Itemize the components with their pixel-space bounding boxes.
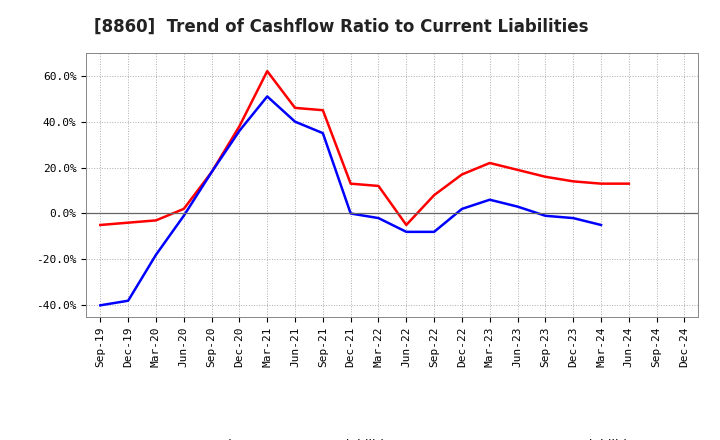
Free CF to Current Liabilities <box>291 119 300 125</box>
Operating CF to Current Liabilities <box>124 220 132 225</box>
Operating CF to Current Liabilities <box>179 206 188 212</box>
Free CF to Current Liabilities <box>207 169 216 175</box>
Operating CF to Current Liabilities <box>541 174 550 180</box>
Free CF to Current Liabilities <box>235 128 243 133</box>
Legend: Operating CF to Current Liabilities, Free CF to Current Liabilities: Operating CF to Current Liabilities, Fre… <box>138 434 647 440</box>
Operating CF to Current Liabilities <box>291 105 300 110</box>
Free CF to Current Liabilities <box>318 131 327 136</box>
Free CF to Current Liabilities <box>124 298 132 303</box>
Operating CF to Current Liabilities <box>485 160 494 165</box>
Free CF to Current Liabilities <box>597 222 606 227</box>
Free CF to Current Liabilities <box>96 303 104 308</box>
Operating CF to Current Liabilities <box>235 124 243 129</box>
Operating CF to Current Liabilities <box>430 192 438 198</box>
Free CF to Current Liabilities <box>263 94 271 99</box>
Line: Free CF to Current Liabilities: Free CF to Current Liabilities <box>100 96 601 305</box>
Free CF to Current Liabilities <box>569 216 577 221</box>
Operating CF to Current Liabilities <box>346 181 355 186</box>
Operating CF to Current Liabilities <box>374 183 383 189</box>
Line: Operating CF to Current Liabilities: Operating CF to Current Liabilities <box>100 71 629 225</box>
Operating CF to Current Liabilities <box>569 179 577 184</box>
Operating CF to Current Liabilities <box>96 222 104 227</box>
Operating CF to Current Liabilities <box>597 181 606 186</box>
Operating CF to Current Liabilities <box>624 181 633 186</box>
Operating CF to Current Liabilities <box>318 107 327 113</box>
Free CF to Current Liabilities <box>346 211 355 216</box>
Free CF to Current Liabilities <box>152 252 161 257</box>
Free CF to Current Liabilities <box>430 229 438 235</box>
Free CF to Current Liabilities <box>179 213 188 218</box>
Free CF to Current Liabilities <box>458 206 467 212</box>
Free CF to Current Liabilities <box>402 229 410 235</box>
Free CF to Current Liabilities <box>541 213 550 218</box>
Operating CF to Current Liabilities <box>402 222 410 227</box>
Operating CF to Current Liabilities <box>152 218 161 223</box>
Free CF to Current Liabilities <box>513 204 522 209</box>
Operating CF to Current Liabilities <box>263 69 271 74</box>
Free CF to Current Liabilities <box>485 197 494 202</box>
Operating CF to Current Liabilities <box>207 169 216 175</box>
Free CF to Current Liabilities <box>374 216 383 221</box>
Operating CF to Current Liabilities <box>458 172 467 177</box>
Operating CF to Current Liabilities <box>513 167 522 172</box>
Text: [8860]  Trend of Cashflow Ratio to Current Liabilities: [8860] Trend of Cashflow Ratio to Curren… <box>94 18 588 36</box>
